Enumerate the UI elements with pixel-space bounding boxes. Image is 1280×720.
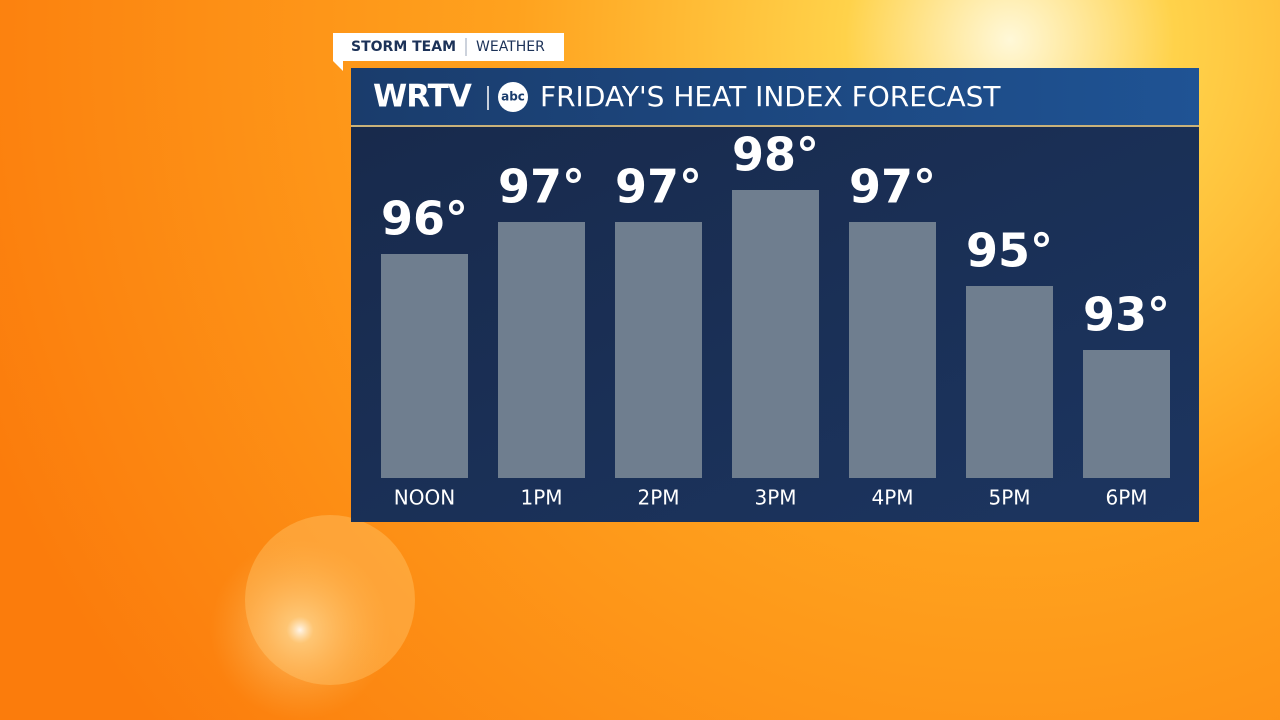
x-tick-label: 2PM	[637, 486, 679, 510]
x-tick-label: 5PM	[988, 486, 1030, 510]
bar	[732, 190, 819, 478]
header-band	[351, 68, 1199, 125]
chart-title: FRIDAY'S HEAT INDEX FORECAST	[540, 80, 1001, 113]
value-label: 97°	[498, 160, 585, 214]
x-tick-label: NOON	[394, 486, 455, 510]
tag-pointer	[333, 61, 343, 71]
station-logo: WRTV	[373, 79, 472, 115]
x-tick-label: 6PM	[1105, 486, 1147, 510]
tag-label: STORM TEAM	[351, 39, 456, 55]
bar	[615, 222, 702, 478]
tag: STORM TEAM WEATHER	[333, 33, 564, 71]
network-logo	[498, 82, 528, 112]
x-tick-label: 4PM	[871, 486, 913, 510]
x-tick-label: 1PM	[520, 486, 562, 510]
network-label: abc	[501, 90, 525, 104]
bar	[966, 286, 1053, 478]
bar	[1083, 350, 1170, 478]
bar	[498, 222, 585, 478]
value-label: 95°	[966, 224, 1053, 278]
value-label: 97°	[849, 160, 936, 214]
value-label: 93°	[1083, 288, 1170, 342]
bar	[381, 254, 468, 478]
tag-box	[333, 33, 564, 61]
bar	[849, 222, 936, 478]
tag-section: WEATHER	[476, 39, 545, 55]
x-tick-label: 3PM	[754, 486, 796, 510]
header-rule	[351, 125, 1199, 127]
value-label: 96°	[381, 192, 468, 246]
value-label: 97°	[615, 160, 702, 214]
lens-flare	[210, 540, 390, 720]
value-label: 98°	[732, 128, 819, 182]
